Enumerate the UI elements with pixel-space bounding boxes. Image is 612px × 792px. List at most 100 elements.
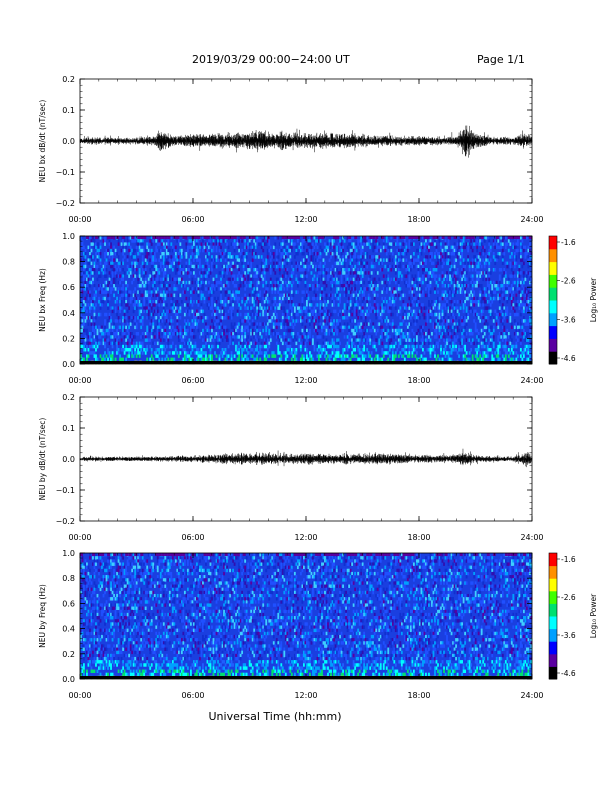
spectrogram-cell: [343, 261, 346, 266]
spectrogram-cell: [364, 335, 367, 339]
spectrogram-cell: [403, 274, 406, 278]
spectrogram-cell: [254, 268, 257, 272]
spectrogram-cell: [262, 264, 265, 269]
spectrogram-cell: [126, 309, 129, 314]
spectrogram-cell: [126, 354, 129, 358]
spectrogram-cell: [180, 332, 183, 336]
spectrogram-cell: [409, 303, 412, 307]
spectrogram-cell: [342, 271, 344, 275]
spectrogram-cell: [455, 348, 457, 352]
spectrogram-cell: [455, 338, 457, 342]
spectrogram-cell: [363, 357, 366, 362]
x-tick-label: 24:00: [520, 215, 543, 224]
spectrogram-cell: [372, 255, 375, 259]
spectrogram-cell: [488, 325, 491, 330]
spectrogram-cell: [376, 357, 379, 362]
spectrogram-cell: [131, 316, 134, 320]
spectrogram-cell: [206, 316, 209, 320]
spectrogram-cell: [376, 312, 379, 317]
spectrogram-cell: [453, 300, 456, 304]
spectrogram-cell: [271, 351, 274, 355]
spectrogram-cell: [105, 268, 108, 272]
spectrogram-cell: [147, 296, 150, 301]
spectrogram-cell: [182, 271, 185, 275]
spectrogram-cell: [188, 268, 191, 272]
spectrogram-cell: [147, 252, 150, 256]
spectrogram-cell: [375, 239, 378, 243]
spectrogram-cell: [165, 245, 168, 250]
spectrogram-cell: [345, 277, 347, 282]
spectrogram-cell: [256, 328, 259, 333]
spectrogram-cell: [179, 268, 182, 272]
spectrogram-cell: [438, 325, 441, 330]
spectrogram-cell: [286, 284, 289, 288]
spectrogram-cell: [381, 296, 384, 301]
spectrogram-cell: [458, 245, 460, 250]
spectrogram-cell: [346, 341, 349, 346]
spectrogram-cell: [328, 312, 331, 317]
spectrogram-cell: [226, 271, 228, 275]
spectrogram-cell: [337, 341, 340, 346]
spectrogram-cell: [319, 293, 322, 298]
spectrogram-cell: [185, 332, 188, 336]
spectrogram-cell: [467, 316, 470, 320]
spectrogram-cell: [480, 341, 483, 346]
spectrogram-cell: [360, 236, 363, 240]
spectrogram-cell: [188, 357, 191, 362]
spectrogram-cell: [438, 277, 441, 282]
spectrogram-cell: [453, 293, 456, 298]
spectrogram-cell: [449, 296, 451, 301]
spectrogram-cell: [196, 248, 198, 253]
spectrogram-cell: [304, 306, 307, 310]
spectrogram-cell: [390, 277, 393, 282]
spectrogram-cell: [202, 248, 204, 253]
spectrogram-cell: [486, 300, 489, 304]
spectrogram-cell: [111, 252, 114, 256]
spectrogram-cell: [159, 296, 162, 301]
spectrogram-cell: [274, 296, 277, 301]
spectrogram-cell: [114, 271, 117, 275]
spectrogram-cell: [331, 296, 334, 301]
spectrogram-cell: [199, 245, 201, 250]
spectrogram-cell: [159, 293, 162, 298]
spectrogram-cell: [217, 306, 219, 310]
spectrogram-cell: [280, 287, 283, 291]
spectrogram-cell: [399, 287, 402, 291]
spectrogram-cell: [403, 351, 406, 355]
spectrogram-cell: [104, 357, 106, 362]
spectrogram-cell: [388, 242, 391, 246]
spectrogram-cell: [263, 306, 266, 310]
spectrogram-cell: [131, 354, 134, 358]
spectrogram-cell: [301, 252, 304, 256]
spectrogram-cell: [281, 242, 284, 246]
spectrogram-cell: [388, 348, 391, 352]
spectrogram-cell: [104, 242, 106, 246]
spectrogram-cell: [96, 344, 99, 349]
spectrogram-cell: [378, 277, 381, 282]
spectrogram-cell: [93, 332, 96, 336]
spectrogram-cell: [230, 316, 233, 320]
spectrogram-cell: [260, 274, 263, 278]
spectrogram-cell: [188, 280, 191, 285]
spectrogram-cell: [426, 284, 429, 288]
spectrogram-cell: [309, 264, 311, 269]
spectrogram-cell: [419, 328, 421, 333]
spectrogram-cell: [446, 338, 448, 342]
spectrogram-cell: [177, 261, 180, 266]
spectrogram-cell: [206, 357, 209, 362]
spectrogram-cell: [292, 348, 295, 352]
spectrogram-cell: [327, 354, 329, 358]
spectrogram-cell: [474, 300, 477, 304]
spectrogram-cell: [174, 245, 177, 250]
spectrogram-cell: [369, 303, 372, 307]
spectrogram-cell: [405, 332, 408, 336]
spectrogram-cell: [135, 242, 138, 246]
spectrogram-cell: [462, 344, 465, 349]
spectrogram-cell: [459, 306, 462, 310]
spectrogram-cell: [153, 335, 156, 339]
spectrogram-cell: [114, 335, 117, 339]
spectrogram-cell: [245, 357, 248, 362]
spectrogram-cell: [462, 306, 465, 310]
spectrogram-cell: [256, 287, 259, 291]
spectrogram-cell: [101, 284, 103, 288]
